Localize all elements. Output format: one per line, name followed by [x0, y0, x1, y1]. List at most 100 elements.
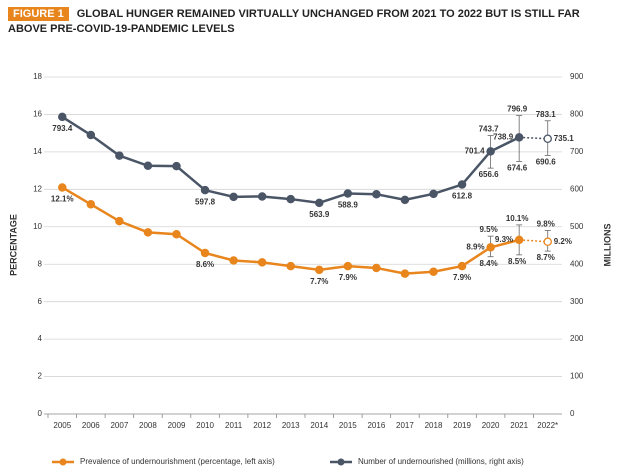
y-tick-label: 12 — [33, 184, 42, 193]
value-label: 597.8 — [195, 197, 216, 206]
point — [58, 112, 67, 122]
error-low-label: 674.6 — [507, 164, 528, 173]
x-tick-label: 2019 — [453, 421, 471, 430]
point — [400, 195, 410, 205]
point — [343, 189, 353, 198]
error-high-label: 9.8% — [537, 220, 555, 229]
projection-line — [519, 136, 548, 140]
value-label: 9.2% — [554, 237, 572, 246]
header: FIGURE 1 GLOBAL HUNGER REMAINED VIRTUALLY… — [8, 7, 608, 37]
point — [286, 194, 295, 204]
x-tick-label: 2022* — [537, 421, 558, 430]
y2-axis-label: MILLIONS — [602, 224, 612, 267]
error-low-label: 8.4% — [479, 259, 497, 268]
value-label: 7.9% — [339, 273, 357, 282]
y2-tick-label: 600 — [570, 184, 584, 193]
x-tick-label: 2021 — [510, 421, 528, 430]
value-label: 588.9 — [338, 201, 359, 210]
value-label: 7.7% — [310, 277, 328, 286]
point — [115, 216, 124, 226]
error-low-label: 8.7% — [537, 253, 555, 262]
y-tick-label: 0 — [38, 409, 43, 418]
x-tick-label: 2009 — [168, 421, 186, 430]
x-tick-label: 2011 — [225, 421, 243, 430]
point — [514, 133, 524, 142]
point — [457, 180, 467, 189]
y-axis-label: PERCENTAGE — [8, 214, 18, 276]
point — [543, 237, 552, 247]
error-high-label: 796.9 — [507, 105, 528, 114]
value-label: 701.4 — [465, 146, 486, 155]
figure-badge: FIGURE 1 — [8, 7, 69, 21]
point — [172, 161, 181, 171]
point — [143, 228, 153, 237]
projection-line — [519, 239, 548, 243]
point — [257, 192, 267, 201]
x-tick-label: 2005 — [53, 421, 71, 430]
x-tick-label: 2007 — [110, 421, 128, 430]
point — [229, 256, 238, 265]
x-tick-label: 2020 — [482, 421, 500, 430]
error-low-label: 690.6 — [536, 158, 557, 167]
legend-marker — [59, 458, 67, 466]
legend-label: Number of undernourished (millions, righ… — [358, 457, 524, 466]
point — [257, 258, 267, 267]
error-low-label: 8.5% — [508, 257, 526, 266]
y-tick-label: 16 — [33, 110, 42, 119]
point — [200, 248, 210, 258]
x-tick-label: 2010 — [196, 421, 214, 430]
point — [486, 147, 495, 156]
point — [457, 261, 467, 271]
value-label: 7.9% — [453, 273, 471, 282]
value-label: 735.1 — [554, 134, 575, 143]
y2-tick-label: 200 — [570, 334, 584, 343]
y2-tick-label: 500 — [570, 222, 584, 231]
y2-tick-label: 0 — [570, 409, 575, 418]
value-label: 563.9 — [309, 210, 330, 219]
point — [514, 235, 524, 245]
y-tick-label: 4 — [38, 334, 43, 343]
chart-title: GLOBAL HUNGER REMAINED VIRTUALLY UNCHANG… — [8, 8, 580, 35]
value-label: 793.4 — [52, 124, 73, 133]
value-label: 8.9% — [466, 242, 484, 251]
point — [315, 198, 324, 208]
value-label: 12.1% — [51, 195, 74, 204]
y2-tick-label: 400 — [570, 259, 584, 268]
point — [172, 230, 181, 239]
y2-tick-label: 300 — [570, 297, 584, 306]
legend-label: Prevalence of undernourishment (percenta… — [80, 457, 275, 466]
point — [86, 200, 96, 209]
y-tick-label: 18 — [33, 72, 42, 81]
x-tick-label: 2012 — [253, 421, 271, 430]
error-high-label: 9.5% — [479, 225, 497, 234]
x-tick-label: 2008 — [139, 421, 157, 430]
point — [229, 192, 238, 202]
y2-tick-label: 700 — [570, 147, 584, 156]
point — [58, 183, 67, 192]
point — [200, 185, 210, 195]
x-tick-label: 2015 — [339, 421, 357, 430]
point — [86, 130, 96, 140]
point — [372, 189, 381, 199]
y2-tick-label: 900 — [570, 72, 584, 81]
point — [115, 151, 124, 160]
point — [429, 267, 438, 276]
error-high-label: 743.7 — [479, 125, 500, 134]
point — [315, 265, 324, 275]
x-tick-label: 2013 — [282, 421, 300, 430]
x-tick-label: 2014 — [310, 421, 328, 430]
point — [143, 161, 153, 170]
y-tick-label: 6 — [38, 297, 43, 306]
x-tick-label: 2018 — [425, 421, 443, 430]
value-label: 612.8 — [452, 192, 473, 201]
value-label: 8.6% — [196, 260, 214, 269]
value-label: 9.3% — [495, 235, 513, 244]
series-line — [61, 115, 520, 205]
value-label: 738.9 — [493, 132, 514, 141]
y2-tick-label: 100 — [570, 372, 584, 381]
x-tick-label: 2016 — [367, 421, 385, 430]
y-tick-label: 8 — [38, 259, 43, 268]
y2-tick-label: 800 — [570, 110, 584, 119]
